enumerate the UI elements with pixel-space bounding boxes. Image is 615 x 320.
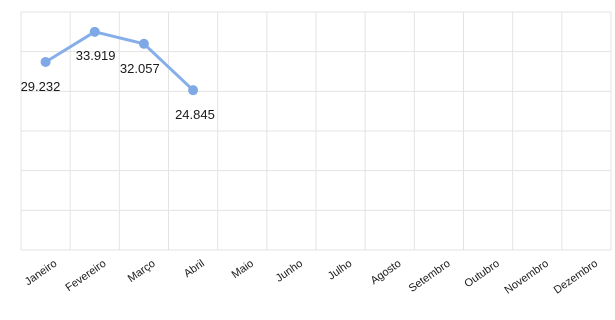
- data-label-fevereiro: 33.919: [76, 48, 116, 63]
- x-axis-tick-labels: Janeiro Fevereiro Março Abril Maio Junho Julho…: [23, 258, 600, 297]
- data-point-abril: [188, 85, 199, 96]
- x-tick-abril: Abril: [182, 258, 207, 280]
- x-tick-junho: Junho: [274, 258, 305, 285]
- x-tick-agosto: Agosto: [369, 258, 404, 287]
- data-label-janeiro: 29.232: [21, 79, 61, 94]
- series: [40, 26, 199, 96]
- data-point-março: [138, 38, 149, 49]
- x-tick-março: Março: [126, 258, 158, 285]
- data-point-janeiro: [40, 56, 51, 67]
- gridlines: [20, 11, 612, 251]
- data-point-fevereiro: [89, 26, 100, 37]
- x-tick-dezembro: Dezembro: [552, 258, 600, 297]
- x-tick-fevereiro: Fevereiro: [64, 258, 109, 294]
- x-tick-maio: Maio: [230, 258, 256, 282]
- x-tick-julho: Julho: [326, 258, 354, 283]
- data-labels: 29.232 33.919 32.057 24.845: [21, 48, 215, 122]
- series-line: [44, 30, 195, 92]
- x-tick-janeiro: Janeiro: [23, 258, 59, 289]
- x-tick-outubro: Outubro: [462, 258, 501, 291]
- data-label-abril: 24.845: [175, 107, 215, 122]
- data-label-março: 32.057: [120, 61, 160, 76]
- x-tick-novembro: Novembro: [503, 258, 551, 297]
- x-tick-setembro: Setembro: [407, 258, 453, 295]
